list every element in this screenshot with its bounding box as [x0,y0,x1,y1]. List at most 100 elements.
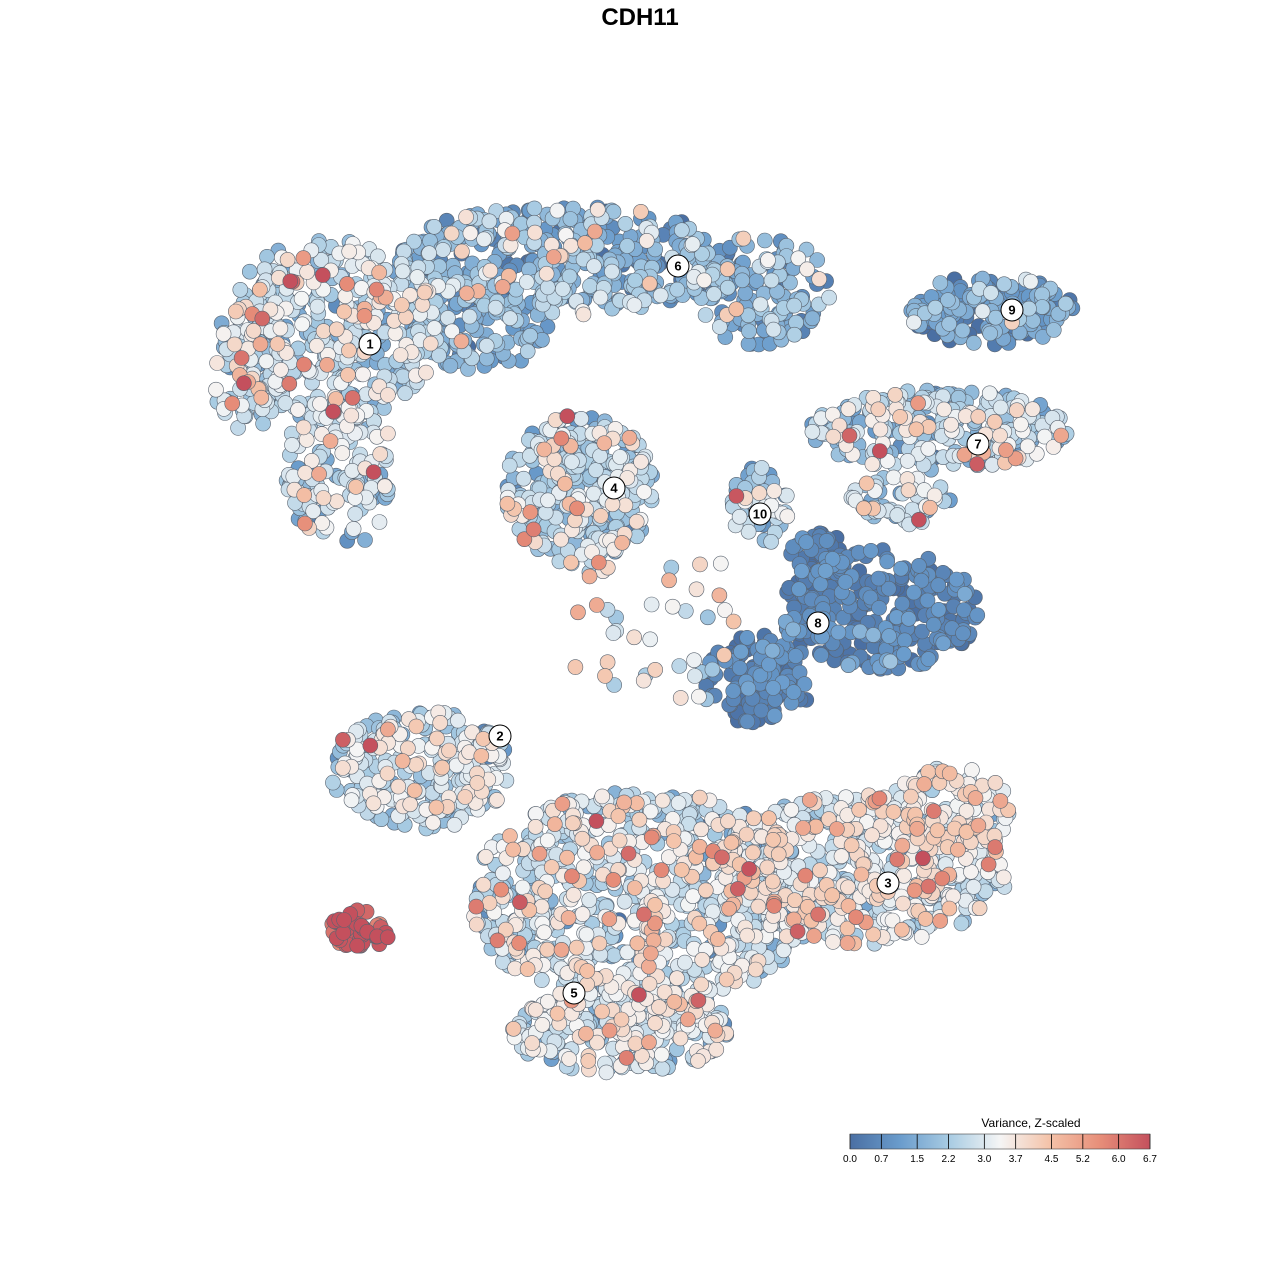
cell-point [601,911,618,927]
cell-point [956,586,973,602]
cell-point [325,774,341,791]
cell-point [896,632,913,649]
cell-point [858,475,875,492]
legend-tick-label: 0.0 [843,1154,857,1165]
cell-point [575,306,592,323]
cell-point [499,495,516,512]
cell-point [880,580,897,597]
cell-point [894,837,911,854]
chart-title: CDH11 [601,4,679,31]
cell-point [339,276,355,292]
cell-point [559,408,576,425]
cell-point [315,490,332,506]
cell-point [1008,402,1025,419]
cell-point [652,287,669,304]
cell-point [643,829,660,846]
cell-point [693,976,710,993]
cell-point [917,911,934,927]
cell-point [357,532,373,548]
cell-point [895,895,911,912]
cell-point [581,568,598,585]
cell-point [745,810,762,827]
cell-point [791,581,807,598]
cell-point [489,932,506,949]
cell-point [371,264,388,281]
cell-point [740,523,757,540]
cell-point [573,410,590,427]
cell-point [633,204,649,220]
cell-point [894,921,910,938]
cell-point [1046,322,1062,338]
cell-point [295,419,312,436]
cell-point [677,954,693,971]
cell-point [380,721,396,738]
cell-point [663,559,680,576]
cell-point [840,401,857,418]
cell-point [786,892,803,909]
cell-point [487,299,504,316]
cell-point [525,521,542,538]
cell-point [371,514,388,530]
cell-point [269,336,286,352]
cell-point [579,963,596,979]
cell-point [804,310,821,327]
cell-point [783,801,800,818]
cell-point [592,508,609,524]
cell-point [969,607,986,624]
cell-point [450,712,466,729]
cell-point [1021,300,1037,317]
cell-point [718,971,735,988]
cell-point [522,504,539,520]
cell-point [621,429,638,446]
cell-point [686,652,702,669]
cell-point [706,286,722,302]
cell-point [408,756,424,773]
cell-point [641,275,658,292]
cell-point [739,713,756,730]
cell-point [209,355,225,371]
cell-point [714,849,730,866]
cell-point [725,613,742,630]
cell-point [468,898,485,915]
cell-point [336,912,352,928]
cell-point [716,647,732,663]
cell-point [864,827,880,844]
cell-point [341,243,358,260]
cell-point [786,326,803,343]
cell-point [605,625,622,641]
cell-point [730,881,746,897]
cell-point [813,647,829,663]
cell-point [956,602,972,618]
cell-point [408,718,425,735]
cell-point [626,297,643,313]
cell-point [690,1053,706,1069]
cell-point [821,289,837,306]
cell-point [941,900,958,917]
cell-point [793,563,810,579]
cell-point [519,343,536,360]
cell-point [611,832,628,849]
cell-point [941,316,958,332]
cell-point [804,423,821,440]
cell-point [712,555,729,572]
cell-point [741,861,757,877]
cell-point [596,435,613,452]
cell-point [524,1035,540,1051]
cell-point [969,456,985,472]
legend-tick-label: 2.2 [942,1154,956,1165]
cell-point [789,923,806,940]
cell-point [457,789,473,805]
cell-point [641,1034,657,1051]
cell-point [393,297,410,313]
cell-point [599,654,616,671]
cell-point [581,892,598,908]
cell-point [908,421,925,438]
cell-point [627,1035,644,1052]
points-layer [208,199,1081,1081]
cell-point [687,668,703,684]
cell-point [402,796,419,813]
cell-point [631,811,648,828]
cell-point [881,628,897,644]
cell-point [601,1022,618,1039]
cell-point [920,878,937,895]
